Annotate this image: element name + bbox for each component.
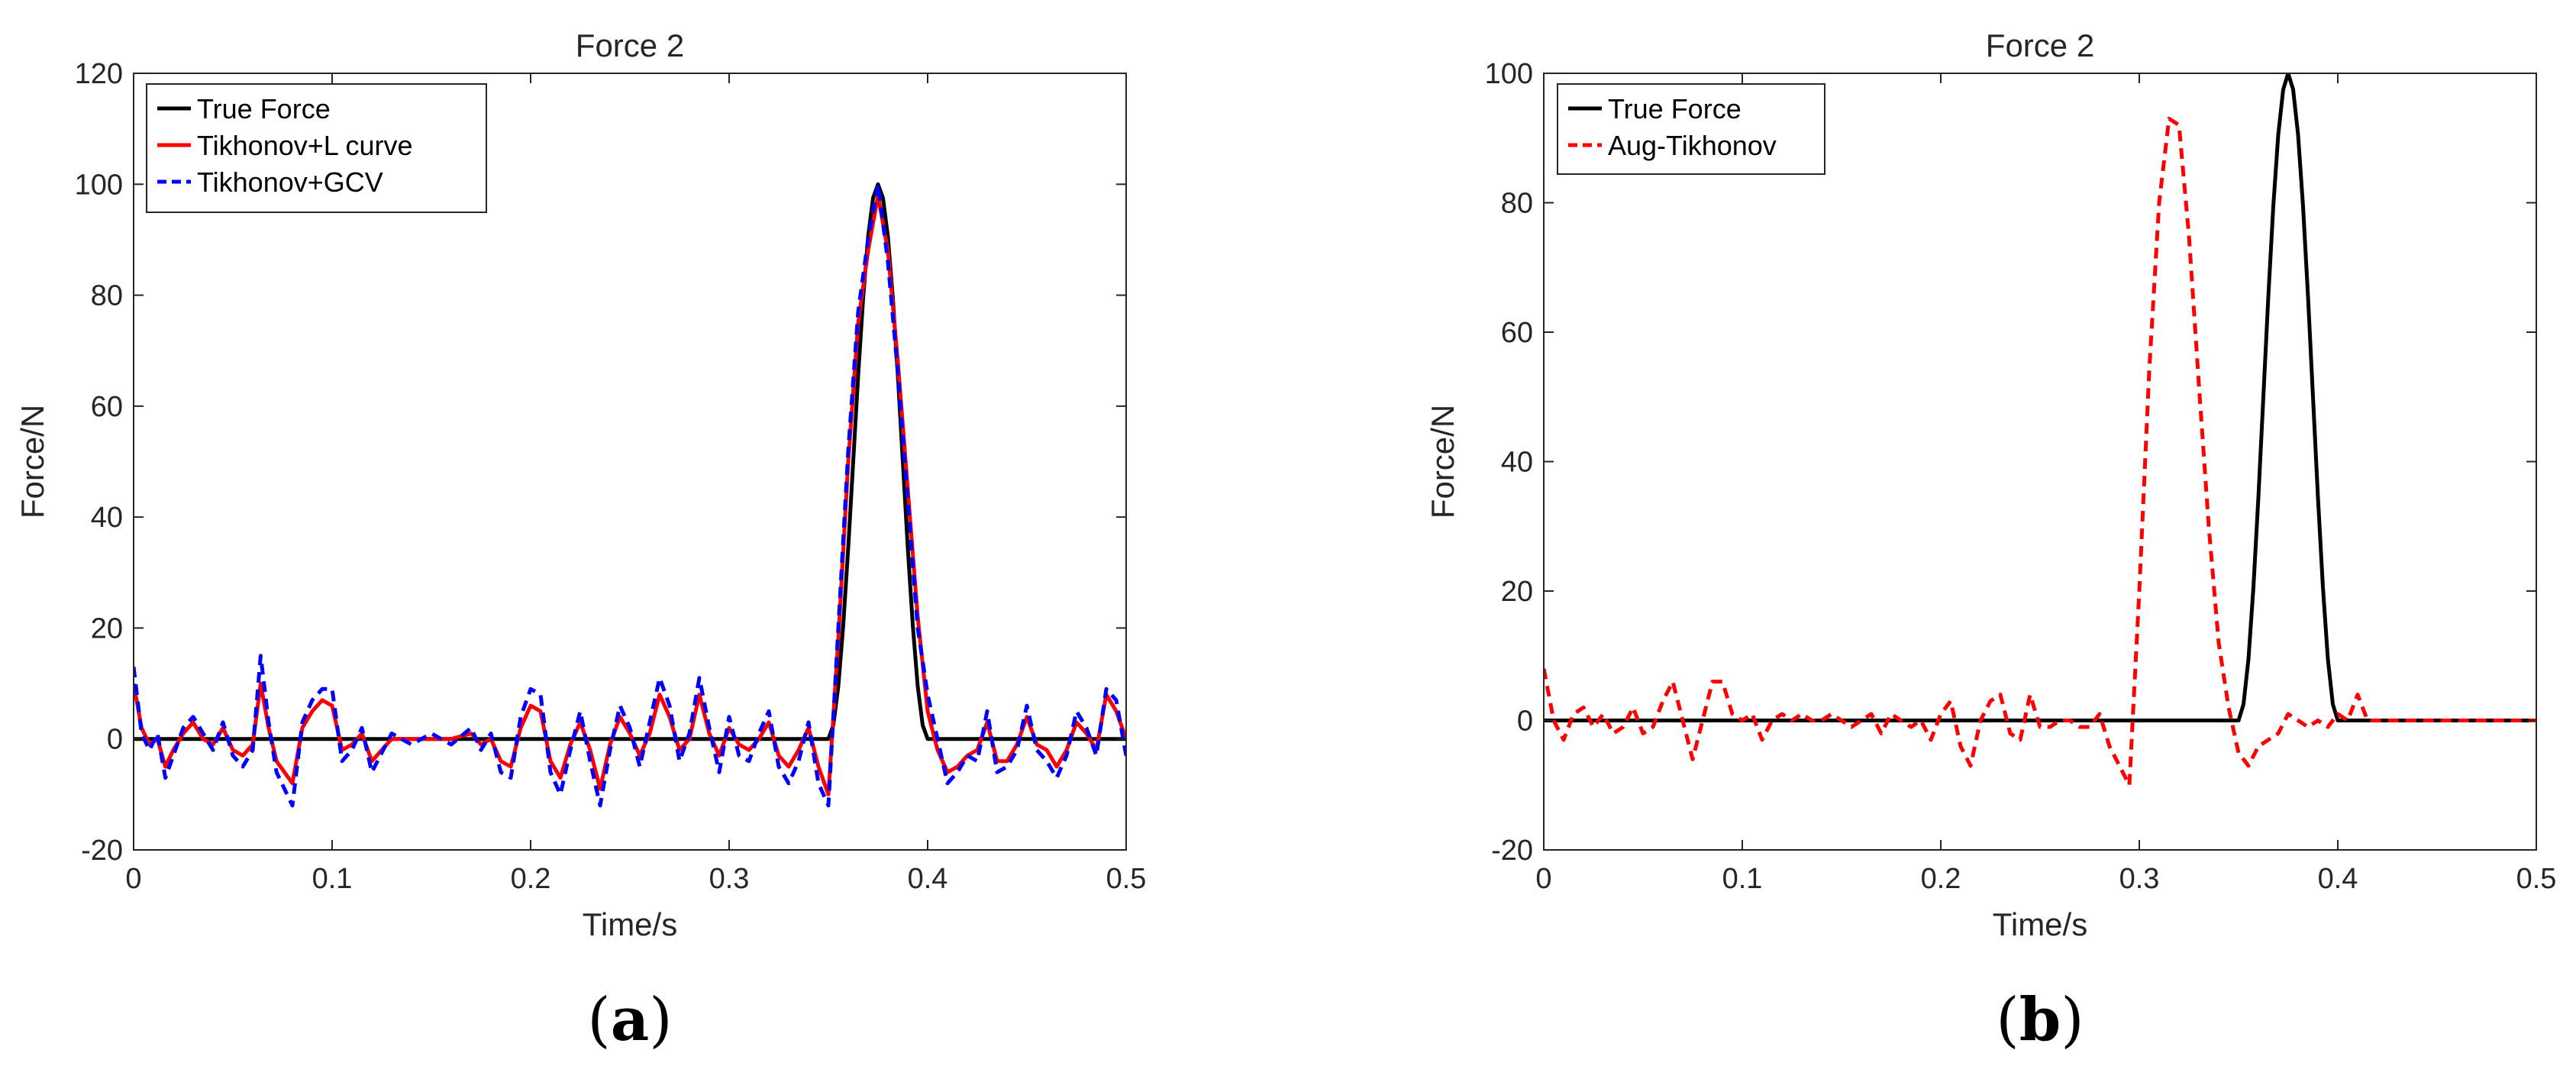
x-tick-label: 0.4 — [2318, 863, 2358, 895]
series-group — [1544, 73, 2536, 787]
legend: True Force Aug-Tikhonov — [1557, 83, 1825, 175]
legend-box — [146, 83, 487, 213]
x-tick-label: 0.3 — [2119, 863, 2160, 895]
panel-label-close: ) — [2061, 986, 2084, 1055]
y-tick-label: 0 — [107, 724, 123, 756]
x-tick-label: 0.5 — [2516, 863, 2557, 895]
legend-entry: True Force — [1608, 93, 1742, 124]
x-tick-label: 0.1 — [1722, 863, 1763, 895]
x-tick-label: 0 — [1535, 863, 1551, 895]
chart-panel-a: 0 0.1 0.2 0.3 0.4 0.5-20020406080100120Force … — [15, 27, 1146, 1055]
legend: True Force Tikhonov+L curve Tikhonov+GCV — [146, 83, 487, 213]
y-axis-label: Force/N — [15, 405, 50, 518]
y-axis-label: Force/N — [1425, 405, 1461, 518]
y-tick-label: 40 — [1501, 447, 1533, 479]
x-axis-label: Time/s — [583, 906, 677, 942]
plot-area — [1544, 73, 2536, 850]
x-tick-label: 0 — [125, 863, 141, 895]
x-tick-label: 0.5 — [1106, 863, 1147, 895]
x-tick-label: 0.2 — [511, 863, 551, 895]
series-line-true-force — [134, 182, 1126, 741]
legend-entry: True Force — [197, 93, 331, 124]
x-tick-label: 0.3 — [709, 863, 750, 895]
series-line-tikhonov-gcv — [134, 182, 1126, 808]
y-tick-label: 0 — [1517, 706, 1533, 738]
y-tick-label: 40 — [91, 502, 123, 534]
chart-title: Force 2 — [1986, 27, 2094, 63]
series-line-aug-tikhonov — [1544, 116, 2536, 787]
series-line-true-force — [1544, 73, 2536, 722]
series-group — [134, 182, 1126, 808]
y-tick-label: 20 — [1501, 576, 1533, 608]
axes-box — [133, 73, 1127, 851]
panel-label: (a) — [587, 985, 672, 1055]
panel-label-close: ) — [649, 986, 672, 1055]
series-line-tikhonov-l-curve — [134, 193, 1126, 796]
y-tick-label: 20 — [91, 612, 123, 644]
legend-entry: Tikhonov+GCV — [197, 166, 383, 198]
y-tick-label: -20 — [1491, 835, 1533, 867]
y-tick-label: -20 — [81, 835, 123, 867]
panel-label-letter: b — [2019, 985, 2061, 1055]
y-tick-label: 80 — [91, 280, 123, 312]
panel-label-letter: a — [611, 985, 650, 1055]
panel-label-open: ( — [587, 986, 610, 1055]
x-tick-label: 0.1 — [312, 863, 353, 895]
y-tick-label: 100 — [1485, 58, 1533, 90]
y-tick-label: 80 — [1501, 188, 1533, 220]
y-tick-label: 60 — [91, 391, 123, 423]
legend-box — [1557, 83, 1825, 175]
legend-entry: Tikhonov+L curve — [197, 130, 412, 161]
chart-title: Force 2 — [576, 27, 684, 63]
x-axis-label: Time/s — [1993, 906, 2087, 942]
x-tick-label: 0.2 — [1921, 863, 1961, 895]
panel-label-open: ( — [1996, 986, 2019, 1055]
legend-entry: Aug-Tikhonov — [1608, 130, 1777, 161]
y-tick-label: 120 — [75, 58, 123, 90]
panel-label: (b) — [1996, 985, 2084, 1055]
y-tick-label: 100 — [75, 169, 123, 201]
x-tick-label: 0.4 — [908, 863, 948, 895]
y-tick-label: 60 — [1501, 317, 1533, 349]
